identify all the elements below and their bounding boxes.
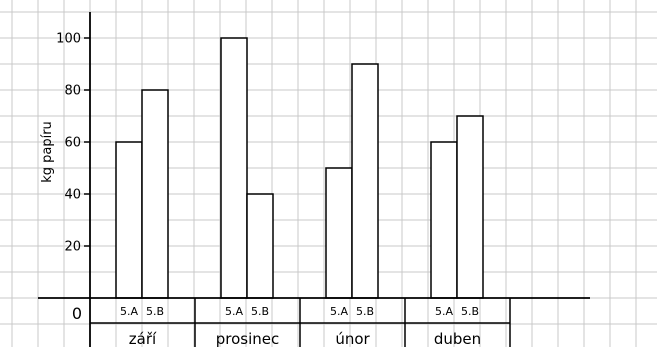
bar-5a-1 [220,37,248,299]
month-label: duben [434,330,481,347]
bars [115,37,484,299]
y-tick-label: 40 [64,188,81,203]
bar-5b-0 [141,89,169,299]
bar-5b-1 [246,193,274,299]
y-tick-label: 80 [64,84,81,99]
y-tick-label: 20 [64,240,81,255]
month-label: únor [335,330,370,347]
bar-class-label: 5.A [120,305,138,318]
y-axis-title: kg papíru [40,121,55,183]
zero-label: 0 [72,304,82,323]
y-tick-label: 60 [64,136,81,151]
bar-class-label: 5.B [461,305,479,318]
bar-class-label: 5.A [435,305,453,318]
bar-5a-2 [325,167,353,299]
bar-class-label: 5.A [330,305,348,318]
bar-5b-2 [351,63,379,299]
bar-5a-3 [430,141,458,299]
bar-5a-0 [115,141,143,299]
labels: 20 40 60 80 100 5.A 5.B září 5.A 5.B prosinec 5.A 5.… [56,32,481,347]
bar-class-label: 5.B [356,305,374,318]
axes [38,12,590,347]
bar-class-label: 5.A [225,305,243,318]
month-label: září [129,330,157,347]
bar-5b-3 [456,115,484,299]
y-tick-label: 100 [56,32,81,47]
bar-class-label: 5.B [251,305,269,318]
bar-class-label: 5.B [146,305,164,318]
month-label: prosinec [216,330,280,347]
